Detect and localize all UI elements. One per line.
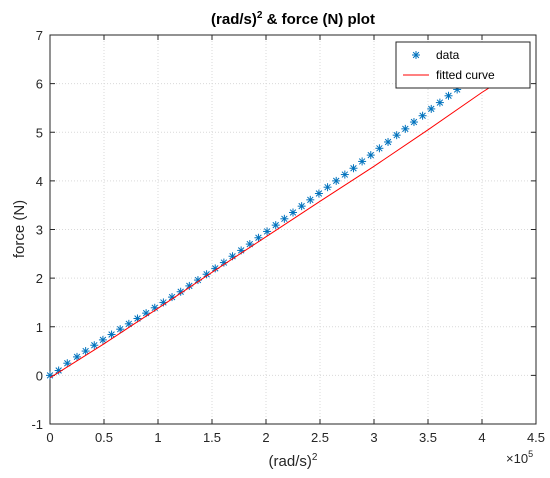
data-point: [81, 347, 90, 356]
data-point: [401, 124, 410, 133]
x-axis-label: (rad/s)2: [269, 452, 318, 470]
x-axis-multiplier: ×105: [506, 449, 533, 466]
data-point: [332, 176, 341, 185]
data-point: [116, 325, 125, 334]
legend-label: fitted curve: [436, 68, 495, 82]
data-point: [392, 131, 401, 140]
data-point: [384, 137, 393, 146]
data-point: [289, 208, 297, 217]
legend-box: [395, 41, 531, 89]
data-point: [280, 214, 289, 223]
x-tick-label: 2.5: [311, 430, 329, 445]
legend: data fitted curve: [395, 41, 531, 89]
data-point: [46, 371, 54, 380]
data-point: [435, 98, 444, 107]
data-point: [306, 195, 315, 204]
data-point: [98, 335, 107, 344]
data-point: [409, 118, 418, 127]
data-point: [271, 221, 280, 230]
data-point: [245, 240, 254, 249]
data-point: [124, 319, 133, 328]
data-point: [418, 111, 427, 120]
x-tick-label: 2: [262, 430, 269, 445]
data-point: [366, 151, 375, 160]
data-point: [375, 144, 384, 153]
data-point: [323, 183, 332, 192]
y-tick-label: 3: [36, 223, 43, 238]
y-tick-label: 6: [36, 77, 43, 92]
data-point: [358, 157, 367, 166]
x-tick-label: 3: [370, 430, 377, 445]
data-point: [349, 164, 358, 173]
x-tick-label: 1: [154, 430, 161, 445]
x-tick-label: 3.5: [419, 430, 437, 445]
data-point: [185, 281, 194, 290]
data-point: [90, 341, 99, 350]
y-axis-label: force (N): [11, 200, 28, 258]
fitted-curve-line: [49, 85, 494, 379]
data-point: [107, 330, 116, 339]
data-point: [427, 104, 436, 113]
chart-title: (rad/s)2 & force (N) plot: [211, 10, 375, 28]
data-point: [193, 276, 202, 285]
grid: [49, 34, 537, 425]
y-tick-label: 2: [36, 271, 43, 286]
data-point: [263, 227, 272, 236]
x-tick-label: 4.5: [527, 430, 545, 445]
plot-series: [46, 65, 494, 380]
y-tick-label: 0: [36, 368, 43, 383]
y-tick-label: 1: [36, 320, 43, 335]
x-tick-label: 1.5: [203, 430, 221, 445]
data-point: [73, 352, 81, 361]
data-point: [63, 359, 72, 368]
legend-label: data: [436, 48, 460, 62]
y-tick-label: 7: [36, 28, 43, 43]
y-tick-label: 5: [36, 125, 43, 140]
legend-swatch-data: [412, 51, 420, 59]
x-tick-label: 0: [46, 430, 53, 445]
data-point: [314, 189, 323, 198]
data-point: [340, 170, 349, 179]
y-tick-label: 4: [36, 174, 43, 189]
data-point: [254, 233, 263, 242]
data-point: [297, 202, 306, 211]
data-point: [444, 91, 453, 100]
y-tick-label: -1: [31, 417, 43, 432]
x-tick-label: 0.5: [95, 430, 113, 445]
x-tick-label: 4: [478, 430, 485, 445]
